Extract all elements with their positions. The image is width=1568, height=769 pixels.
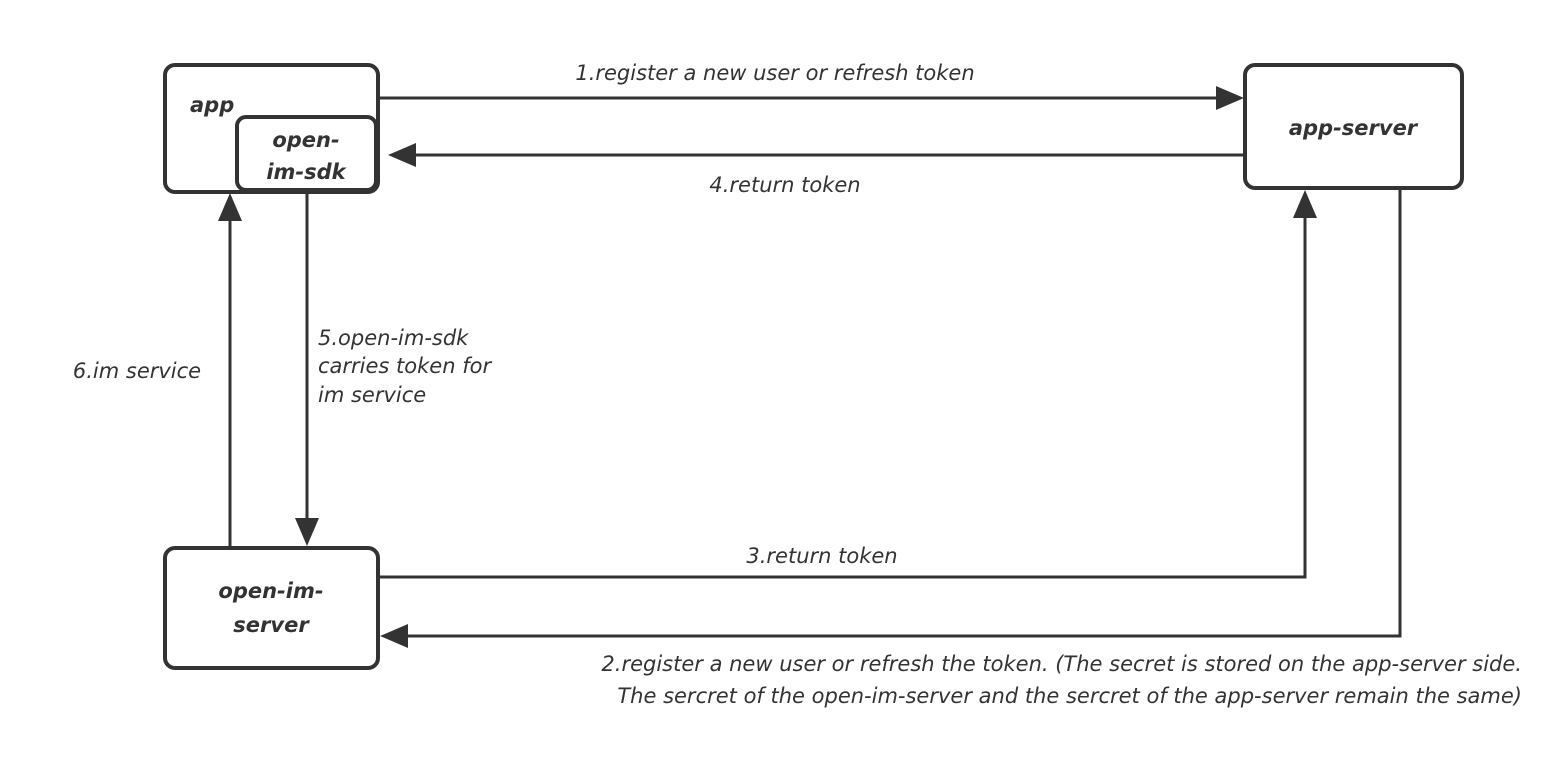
edge-3-arrow: 3.return token (378, 190, 1317, 579)
node-sdk-label-2: im-sdk (266, 160, 347, 184)
node-sdk-label-1: open- (272, 128, 339, 152)
edge-5-label-2: carries token for (318, 354, 492, 378)
node-app-server-label: app-server (1289, 116, 1419, 140)
edge-2-label-2: The sercret of the open-im-server and th… (617, 684, 1522, 708)
node-im-server-label-2: server (233, 613, 310, 637)
node-open-im-sdk: open- im-sdk (235, 115, 378, 192)
edge-3-label: 3.return token (746, 544, 897, 568)
node-app-label: app (190, 93, 234, 117)
edge-2-arrow: 2.register a new user or refresh the tok… (380, 188, 1522, 708)
edge-4-arrow: 4.return token (388, 143, 1245, 197)
edge-5-arrow: 5.open-im-sdk carries token for im servi… (295, 192, 492, 546)
edge-5-label-1: 5.open-im-sdk (318, 326, 469, 350)
edge-6-label: 6.im service (73, 359, 201, 383)
edge-5-label-3: im service (318, 383, 426, 407)
edge-6-arrow: 6.im service (73, 193, 242, 548)
edge-1-label: 1.register a new user or refresh token (575, 61, 974, 85)
edge-2-label-1: 2.register a new user or refresh the tok… (601, 652, 1522, 676)
edge-4-label: 4.return token (709, 173, 860, 197)
edge-1-arrow: 1.register a new user or refresh token (380, 61, 1244, 110)
node-im-server-label-1: open-im- (218, 579, 323, 603)
node-app-server: app-server (1243, 63, 1464, 190)
node-open-im-server: open-im- server (163, 546, 380, 670)
